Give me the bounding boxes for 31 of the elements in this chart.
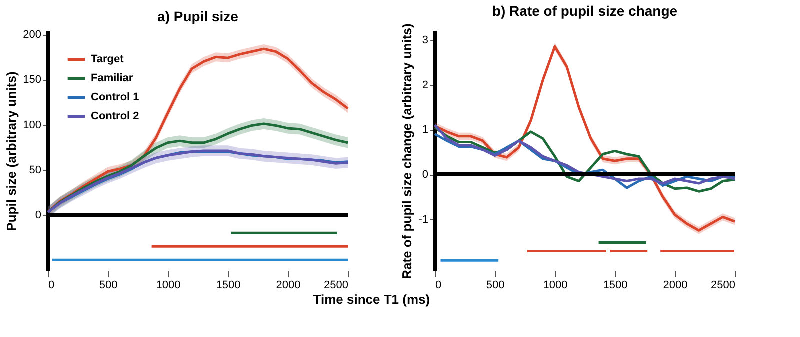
x-tick-label: 1500 xyxy=(216,280,241,292)
y-tick-label: 150 xyxy=(23,74,42,86)
x-tick-label: 2500 xyxy=(711,280,736,292)
x-tick-label: 0 xyxy=(436,280,442,292)
y-tick-label: 100 xyxy=(23,119,42,132)
x-tick-label: 1500 xyxy=(603,280,628,292)
x-tick-label: 2000 xyxy=(663,280,688,292)
y-tick-label: 0 xyxy=(422,169,428,182)
y-tick-label: -1 xyxy=(418,214,428,226)
y-axis-title: Rate of pupil size change (arbitrary units) xyxy=(400,24,415,280)
y-axis-title: Pupil size (arbitrary units) xyxy=(4,72,20,232)
x-tick-label: 500 xyxy=(486,280,505,292)
legend-label: Control 2 xyxy=(91,110,140,122)
legend-label: Target xyxy=(91,54,124,66)
y-tick-label: 3 xyxy=(422,34,428,46)
chart-title: a) Pupil size xyxy=(158,8,239,25)
y-tick-label: 1 xyxy=(422,124,428,136)
x-tick-label: 2000 xyxy=(276,280,301,292)
x-tick-label: 2500 xyxy=(324,280,348,292)
y-tick-label: 200 xyxy=(23,29,42,42)
x-tick-label: 1000 xyxy=(156,280,181,292)
x-tick-label: 0 xyxy=(48,280,55,292)
y-tick-label: 0 xyxy=(35,210,42,222)
x-axis-title: Time since T1 (ms) xyxy=(313,292,430,307)
legend-label: Familiar xyxy=(91,72,134,84)
y-tick-label: 50 xyxy=(29,164,42,176)
chart-title: b) Rate of pupil size change xyxy=(492,3,678,20)
legend-label: Control 1 xyxy=(91,92,140,104)
y-tick-label: 2 xyxy=(422,79,428,92)
x-tick-label: 500 xyxy=(99,280,118,292)
x-tick-label: 1000 xyxy=(543,280,568,292)
